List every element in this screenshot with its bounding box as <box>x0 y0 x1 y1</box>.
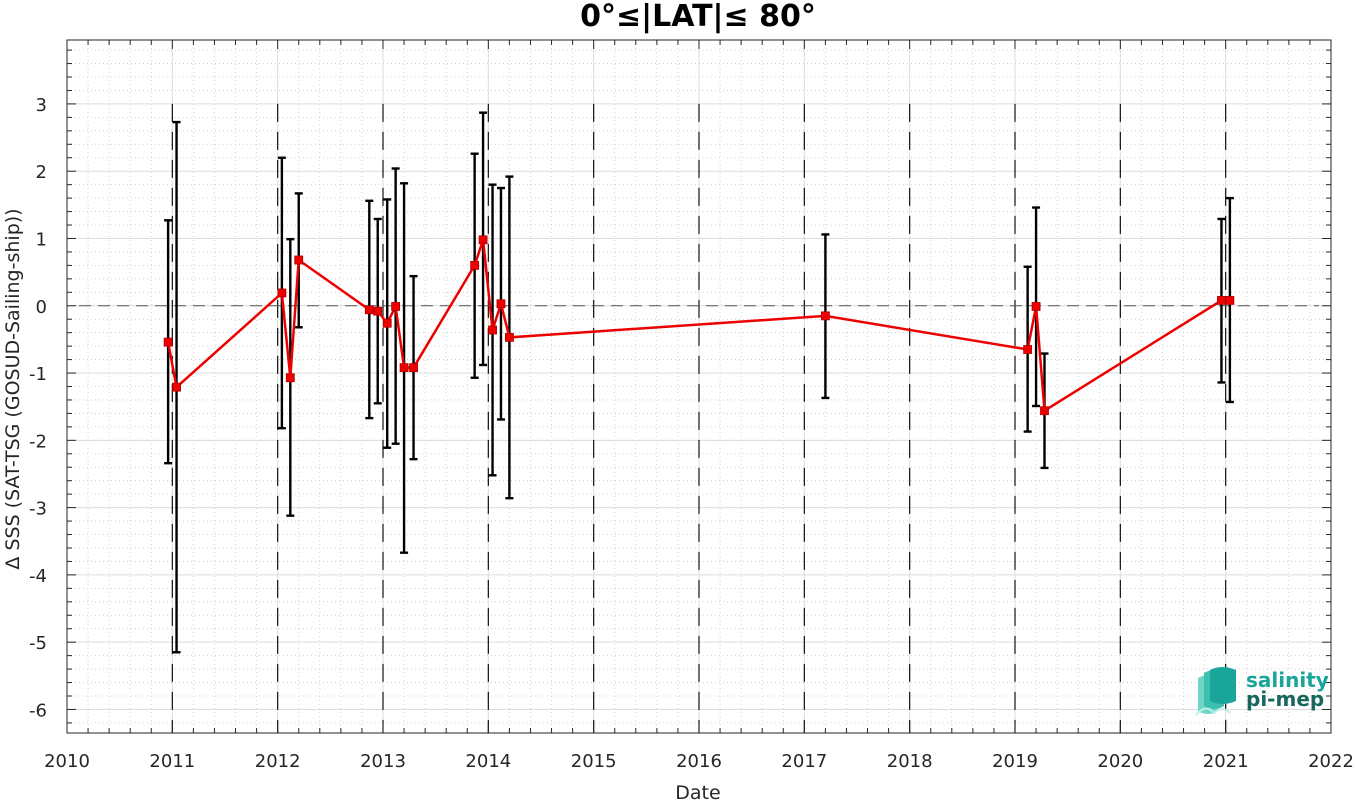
data-point <box>285 373 295 383</box>
data-point <box>1031 302 1041 311</box>
data-point <box>1040 406 1049 416</box>
x-tick-label: 2014 <box>465 751 511 772</box>
data-point <box>391 302 401 311</box>
x-tick-label: 2013 <box>360 751 406 772</box>
y-tick-label: -2 <box>29 431 47 452</box>
data-point <box>373 306 383 316</box>
x-tick-label: 2012 <box>255 751 301 772</box>
x-tick-label: 2017 <box>781 751 827 772</box>
x-tick-label: 2010 <box>44 751 90 772</box>
data-point <box>382 318 392 328</box>
x-tick-label: 2021 <box>1203 751 1249 772</box>
data-point <box>294 255 304 265</box>
y-tick-label: 0 <box>36 297 47 318</box>
data-point <box>504 332 514 342</box>
y-tick-labels: 3 2 1 0 -1 -2 -3 -4 -5 -6 <box>29 95 47 722</box>
data-point <box>1217 295 1226 305</box>
x-tick-label: 2022 <box>1308 751 1354 772</box>
x-axis-title: Date <box>675 782 720 801</box>
y-axis-title: Δ SSS (SAT-TSG (GOSUD-Sailing-ship)) <box>2 208 24 569</box>
y-tick-label: 1 <box>36 229 47 250</box>
data-point <box>821 311 830 321</box>
year-dividers <box>171 103 1227 733</box>
axis-ticks <box>66 40 1332 733</box>
wave-logo-icon <box>1195 667 1236 716</box>
chart-title: 0°≤|LAT|≤ 80° <box>580 0 816 34</box>
data-point <box>277 288 287 298</box>
series-markers <box>163 235 1235 416</box>
x-tick-label: 2018 <box>887 751 933 772</box>
y-tick-label: -6 <box>29 700 47 721</box>
data-point <box>478 235 488 245</box>
logo-text-pi-mep: pi-mep <box>1246 687 1324 711</box>
data-point <box>409 363 418 373</box>
data-point <box>172 382 181 392</box>
logo-text-salinity: salinity <box>1246 668 1329 692</box>
x-tick-label: 2011 <box>149 751 195 772</box>
series-line <box>166 239 1230 413</box>
data-point <box>1023 345 1033 354</box>
y-tick-label: -5 <box>29 633 47 654</box>
data-point <box>364 305 374 315</box>
y-tick-label: -3 <box>29 499 47 520</box>
x-tick-labels: 2010 2011 2012 2013 2014 2015 2016 2017 2018 2019… <box>44 751 1354 772</box>
x-tick-label: 2015 <box>571 751 617 772</box>
data-point <box>163 337 173 347</box>
data-point <box>1225 295 1235 305</box>
salinity-pi-mep-logo: salinity pi-mep <box>1195 667 1329 716</box>
y-tick-label: -4 <box>29 566 47 587</box>
y-tick-label: -1 <box>29 364 47 385</box>
data-point <box>496 299 506 309</box>
y-tick-label: 2 <box>36 162 47 183</box>
data-point <box>488 325 497 335</box>
data-point <box>470 260 480 270</box>
x-tick-label: 2020 <box>1097 751 1143 772</box>
x-tick-label: 2016 <box>676 751 722 772</box>
x-tick-label: 2019 <box>992 751 1038 772</box>
y-tick-label: 3 <box>36 95 47 116</box>
data-point <box>399 363 409 373</box>
